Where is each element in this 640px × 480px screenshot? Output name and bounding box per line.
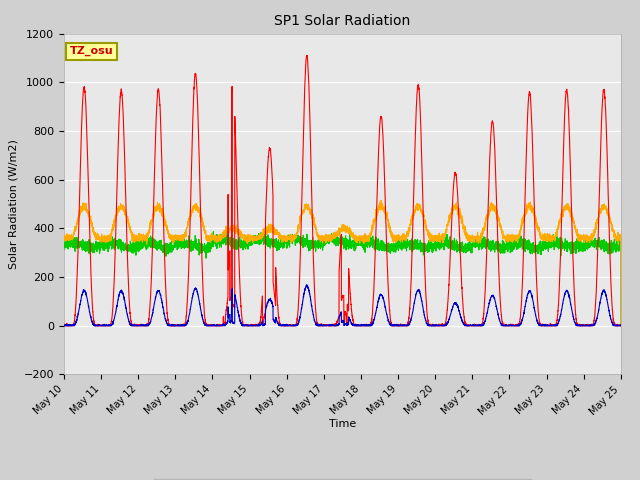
- Title: SP1 Solar Radiation: SP1 Solar Radiation: [275, 14, 410, 28]
- Legend: sp1_SWin, sp1_SWout, sp1_LWin, sp1_LWout: sp1_SWin, sp1_SWout, sp1_LWin, sp1_LWout: [153, 479, 532, 480]
- Y-axis label: Solar Radiation (W/m2): Solar Radiation (W/m2): [8, 139, 18, 269]
- X-axis label: Time: Time: [329, 420, 356, 429]
- Text: TZ_osu: TZ_osu: [70, 46, 113, 56]
